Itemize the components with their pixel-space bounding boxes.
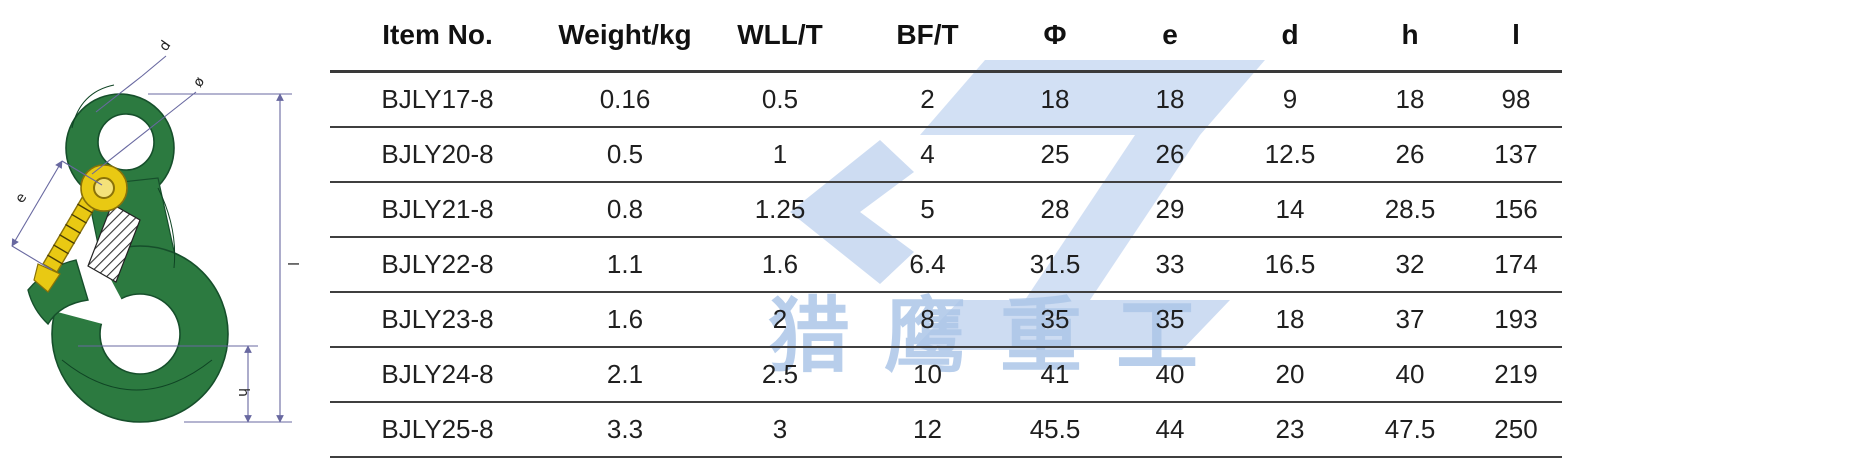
value-cell: 174 <box>1470 237 1562 293</box>
value-cell: 0.8 <box>545 182 705 238</box>
column-header-2: WLL/T <box>705 0 855 73</box>
latch-plate-hatched <box>87 203 141 283</box>
column-header-0: Item No. <box>330 0 545 73</box>
value-cell: 1.25 <box>705 182 855 238</box>
table-row: BJLY17-8 0.16 0.5 2 18 18 9 18 98 <box>330 71 1562 128</box>
value-cell: 35 <box>1000 292 1110 348</box>
value-cell: 25 <box>1000 127 1110 183</box>
value-cell: 98 <box>1470 71 1562 128</box>
value-cell: 219 <box>1470 347 1562 403</box>
table-row: BJLY24-8 2.1 2.5 10 41 40 20 40 219 <box>330 347 1562 403</box>
value-cell: 29 <box>1110 182 1230 238</box>
value-cell: 41 <box>1000 347 1110 403</box>
value-cell: 18 <box>1000 71 1110 128</box>
eye-hook-drawing: d ø e l h <box>0 38 300 423</box>
value-cell: 33 <box>1110 237 1230 293</box>
value-cell: 40 <box>1110 347 1230 403</box>
value-cell: 14 <box>1230 182 1350 238</box>
value-cell: 137 <box>1470 127 1562 183</box>
column-header-4: Φ <box>1000 0 1110 73</box>
label-h: h <box>235 388 251 397</box>
value-cell: 28.5 <box>1350 182 1470 238</box>
value-cell: 0.5 <box>545 127 705 183</box>
value-cell: 2.1 <box>545 347 705 403</box>
value-cell: 18 <box>1350 71 1470 128</box>
column-header-5: e <box>1110 0 1230 73</box>
value-cell: 5 <box>855 182 1000 238</box>
table-row: BJLY21-8 0.8 1.25 5 28 29 14 28.5 156 <box>330 182 1562 238</box>
value-cell: 12.5 <box>1230 127 1350 183</box>
value-cell: 0.5 <box>705 71 855 128</box>
value-cell: 10 <box>855 347 1000 403</box>
value-cell: 1.6 <box>545 292 705 348</box>
item-no-cell: BJLY17-8 <box>330 71 545 128</box>
value-cell: 26 <box>1110 127 1230 183</box>
product-diagram: d ø e l h <box>0 28 304 464</box>
value-cell: 32 <box>1350 237 1470 293</box>
value-cell: 12 <box>855 402 1000 458</box>
value-cell: 6.4 <box>855 237 1000 293</box>
item-no-cell: BJLY23-8 <box>330 292 545 348</box>
value-cell: 18 <box>1110 71 1230 128</box>
label-d: d <box>156 38 174 54</box>
value-cell: 1 <box>705 127 855 183</box>
column-header-1: Weight/kg <box>545 0 705 73</box>
safety-latch <box>33 164 128 293</box>
table-row: BJLY23-8 1.6 2 8 35 35 18 37 193 <box>330 292 1562 348</box>
value-cell: 2.5 <box>705 347 855 403</box>
value-cell: 3 <box>705 402 855 458</box>
item-no-cell: BJLY22-8 <box>330 237 545 293</box>
value-cell: 193 <box>1470 292 1562 348</box>
value-cell: 40 <box>1350 347 1470 403</box>
value-cell: 35 <box>1110 292 1230 348</box>
item-no-cell: BJLY21-8 <box>330 182 545 238</box>
table-row: BJLY25-8 3.3 3 12 45.5 44 23 47.5 250 <box>330 402 1562 458</box>
item-no-cell: BJLY24-8 <box>330 347 545 403</box>
value-cell: 1.1 <box>545 237 705 293</box>
value-cell: 250 <box>1470 402 1562 458</box>
value-cell: 3.3 <box>545 402 705 458</box>
column-header-8: l <box>1470 0 1562 73</box>
label-l: l <box>284 262 300 266</box>
dimension-lines <box>11 55 292 423</box>
value-cell: 0.16 <box>545 71 705 128</box>
column-header-7: h <box>1350 0 1470 73</box>
table-row: BJLY20-8 0.5 1 4 25 26 12.5 26 137 <box>330 127 1562 183</box>
label-phi: ø <box>190 74 208 91</box>
value-cell: 156 <box>1470 182 1562 238</box>
value-cell: 9 <box>1230 71 1350 128</box>
value-cell: 26 <box>1350 127 1470 183</box>
label-e: e <box>12 190 30 206</box>
item-no-cell: BJLY25-8 <box>330 402 545 458</box>
spec-table-body: BJLY17-8 0.16 0.5 2 18 18 9 18 98 BJLY20-8 0.5 1 4 25… <box>330 71 1562 458</box>
value-cell: 31.5 <box>1000 237 1110 293</box>
value-cell: 4 <box>855 127 1000 183</box>
value-cell: 2 <box>705 292 855 348</box>
value-cell: 2 <box>855 71 1000 128</box>
value-cell: 18 <box>1230 292 1350 348</box>
column-header-3: BF/T <box>855 0 1000 73</box>
value-cell: 8 <box>855 292 1000 348</box>
value-cell: 1.6 <box>705 237 855 293</box>
value-cell: 45.5 <box>1000 402 1110 458</box>
value-cell: 28 <box>1000 182 1110 238</box>
table-row: BJLY22-8 1.1 1.6 6.4 31.5 33 16.5 32 174 <box>330 237 1562 293</box>
value-cell: 23 <box>1230 402 1350 458</box>
value-cell: 16.5 <box>1230 237 1350 293</box>
value-cell: 44 <box>1110 402 1230 458</box>
value-cell: 20 <box>1230 347 1350 403</box>
value-cell: 47.5 <box>1350 402 1470 458</box>
item-no-cell: BJLY20-8 <box>330 127 545 183</box>
value-cell: 37 <box>1350 292 1470 348</box>
column-header-6: d <box>1230 0 1350 73</box>
